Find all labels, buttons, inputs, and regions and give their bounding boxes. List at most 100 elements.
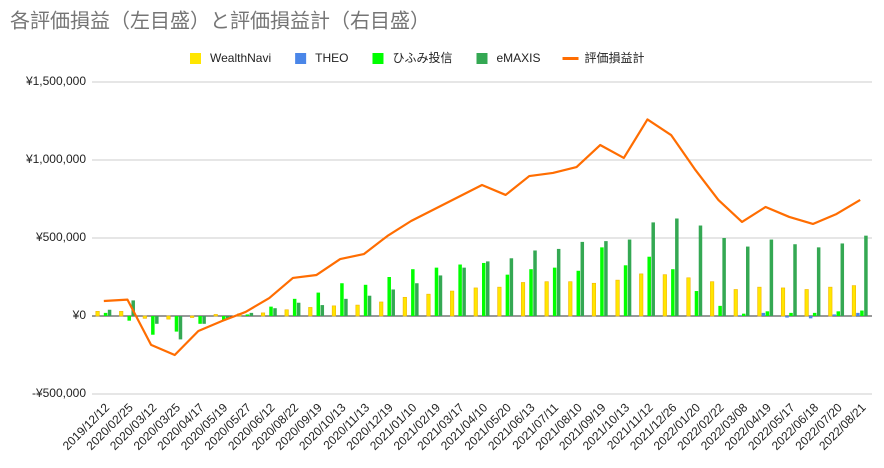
- bar: [576, 270, 581, 316]
- bar: [738, 315, 742, 316]
- bar: [320, 305, 325, 316]
- y-tick-label: ¥500,000: [35, 230, 86, 244]
- bar: [769, 239, 774, 316]
- bar: [804, 289, 809, 317]
- bar: [722, 238, 726, 316]
- bar: [142, 315, 147, 319]
- bar: [213, 314, 218, 317]
- bar: [742, 313, 746, 316]
- bar: [812, 312, 817, 316]
- bar: [415, 283, 419, 316]
- bar: [600, 247, 604, 316]
- bar: [482, 262, 486, 316]
- bar: [808, 316, 813, 319]
- bar: [166, 315, 171, 320]
- legend-label: ひふみ投信: [392, 50, 452, 65]
- bar: [450, 290, 455, 317]
- bar: [222, 316, 226, 321]
- bar: [686, 277, 691, 317]
- bar: [269, 306, 273, 316]
- bar: [131, 300, 135, 316]
- bar: [639, 273, 644, 317]
- bar: [785, 316, 789, 318]
- bar: [718, 305, 722, 316]
- bar: [710, 281, 715, 317]
- bar: [828, 286, 833, 317]
- chart-title: 各評価損益（左目盛）と評価損益計（右目盛）: [10, 9, 430, 32]
- bar: [249, 312, 254, 316]
- bar: [367, 295, 372, 316]
- bar: [462, 267, 466, 316]
- bar: [202, 316, 206, 324]
- bar: [426, 293, 431, 317]
- bar: [190, 315, 195, 318]
- bar: [840, 243, 845, 316]
- bar: [533, 250, 537, 316]
- bar: [292, 298, 297, 316]
- bar: [411, 269, 415, 316]
- bar: [402, 296, 407, 317]
- bar: [761, 312, 766, 316]
- bar: [178, 316, 183, 340]
- bar: [486, 261, 490, 316]
- bar: [497, 286, 502, 317]
- bar: [226, 316, 230, 320]
- legend-label: THEO: [315, 51, 348, 65]
- bar: [615, 279, 620, 317]
- bar: [260, 312, 266, 317]
- bar: [793, 244, 797, 316]
- legend-label: 評価損益計: [585, 50, 645, 65]
- bar: [198, 316, 202, 324]
- bar: [95, 311, 100, 317]
- legend-swatch: [372, 53, 384, 64]
- bar: [623, 265, 628, 316]
- y-tick-label: ¥1,000,000: [25, 152, 86, 166]
- bar: [434, 267, 439, 316]
- legend-label: eMAXIS: [497, 51, 541, 65]
- y-tick-label: -¥500,000: [32, 386, 86, 400]
- y-tick-label: ¥0: [72, 308, 87, 322]
- bar: [387, 277, 391, 316]
- line: [103, 118, 861, 357]
- bar: [832, 314, 837, 316]
- bar: [544, 281, 549, 317]
- bar: [473, 287, 478, 317]
- bar: [604, 241, 608, 316]
- bar: [627, 239, 632, 316]
- bar: [816, 247, 821, 316]
- bar: [331, 305, 336, 317]
- bar: [505, 274, 510, 316]
- bar: [698, 225, 703, 316]
- bar: [103, 312, 108, 316]
- bar: [273, 308, 277, 316]
- bar: [765, 311, 770, 316]
- bar: [174, 316, 179, 332]
- bar: [733, 289, 738, 317]
- bar: [856, 312, 860, 316]
- bar: [344, 298, 348, 316]
- legend-swatch: [562, 57, 579, 60]
- legend-swatch: [295, 53, 307, 64]
- bar: [391, 289, 395, 316]
- bar: [860, 310, 864, 316]
- bar: [675, 218, 679, 316]
- bar: [127, 316, 131, 321]
- bar: [789, 312, 793, 316]
- bar: [509, 258, 514, 316]
- legend-label: WealthNavi: [210, 51, 271, 65]
- bar: [836, 311, 841, 316]
- bar: [757, 286, 762, 317]
- bar: [568, 281, 573, 317]
- bar: [591, 282, 596, 317]
- bar: [245, 314, 250, 316]
- bar: [151, 316, 155, 335]
- y-tick-label: ¥1,500,000: [25, 74, 86, 88]
- bar: [694, 291, 699, 316]
- bar: [556, 248, 561, 316]
- bar: [316, 292, 321, 316]
- bar: [529, 269, 533, 316]
- bar: [671, 269, 675, 316]
- bar: [851, 285, 856, 317]
- bar: [308, 307, 313, 317]
